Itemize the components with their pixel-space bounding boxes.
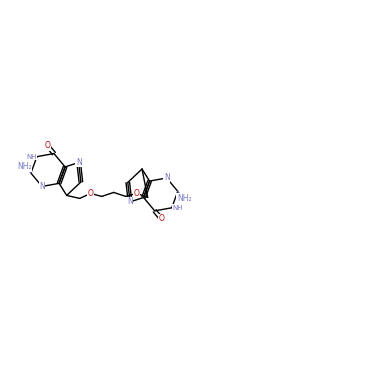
Text: O: O (88, 189, 94, 198)
Text: NH: NH (26, 154, 36, 159)
Text: N: N (39, 182, 45, 191)
Text: NH₂: NH₂ (17, 162, 32, 171)
Text: O: O (158, 214, 164, 223)
Text: NH: NH (173, 205, 183, 211)
Text: NH₂: NH₂ (177, 194, 192, 202)
Text: N: N (164, 174, 169, 182)
Text: N: N (127, 197, 133, 206)
Text: O: O (134, 189, 139, 198)
Text: N: N (76, 158, 81, 167)
Text: O: O (45, 141, 51, 150)
